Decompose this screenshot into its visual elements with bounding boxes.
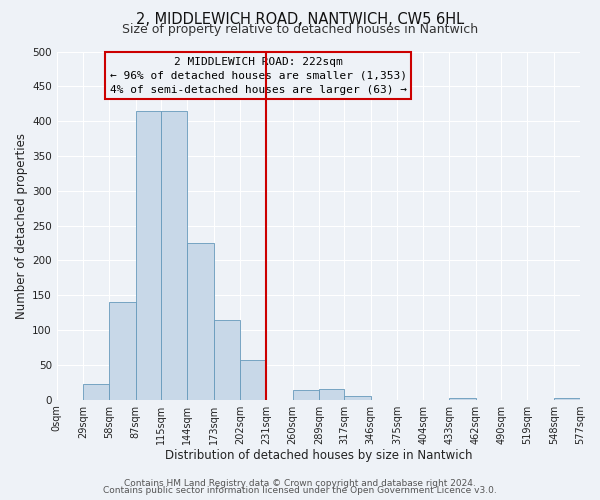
Bar [293,390,319,400]
Bar [319,389,344,400]
Bar [449,398,476,400]
X-axis label: Distribution of detached houses by size in Nantwich: Distribution of detached houses by size … [164,450,472,462]
Bar [109,302,136,400]
Bar [136,110,161,400]
Bar [161,110,187,400]
Text: 2 MIDDLEWICH ROAD: 222sqm
← 96% of detached houses are smaller (1,353)
4% of sem: 2 MIDDLEWICH ROAD: 222sqm ← 96% of detac… [110,56,407,94]
Text: Contains public sector information licensed under the Open Government Licence v3: Contains public sector information licen… [103,486,497,495]
Text: Contains HM Land Registry data © Crown copyright and database right 2024.: Contains HM Land Registry data © Crown c… [124,478,476,488]
Bar [214,320,240,400]
Text: Size of property relative to detached houses in Nantwich: Size of property relative to detached ho… [122,22,478,36]
Bar [554,398,580,400]
Text: 2, MIDDLEWICH ROAD, NANTWICH, CW5 6HL: 2, MIDDLEWICH ROAD, NANTWICH, CW5 6HL [136,12,464,28]
Bar [344,396,371,400]
Bar [187,243,214,400]
Bar [240,360,266,400]
Y-axis label: Number of detached properties: Number of detached properties [15,132,28,318]
Bar [83,384,109,400]
